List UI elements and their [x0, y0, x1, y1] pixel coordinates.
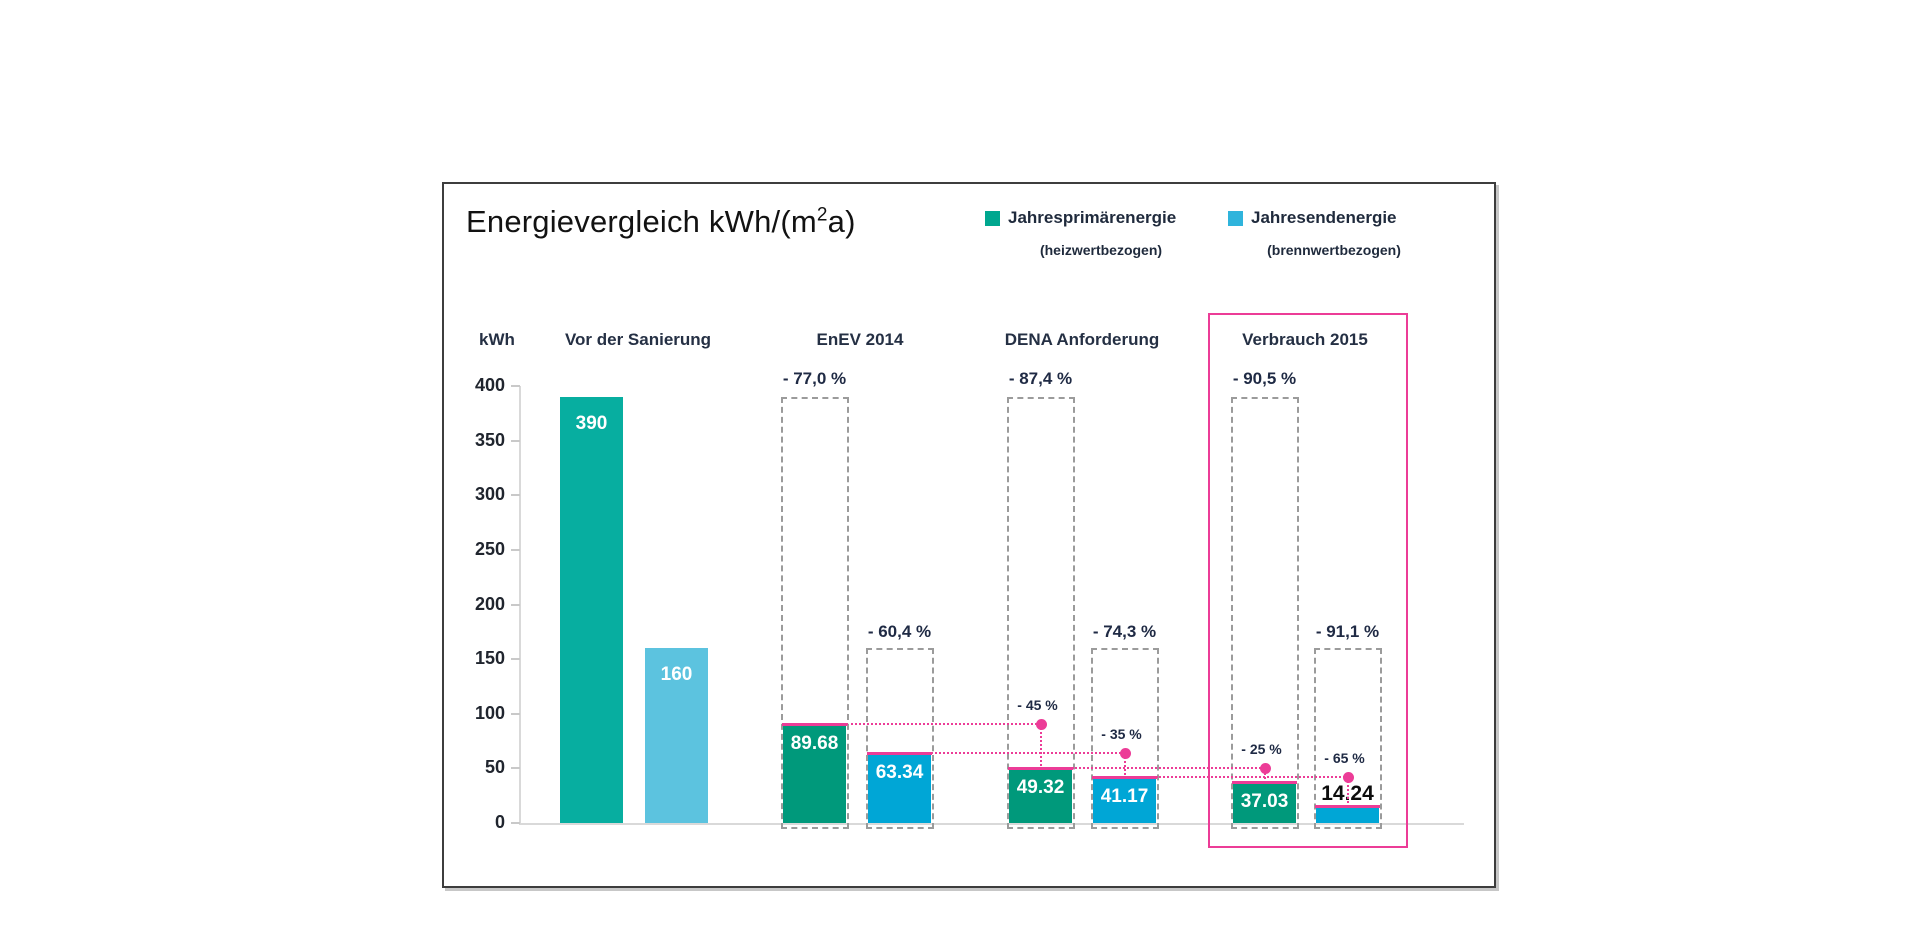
group-header: Verbrauch 2015	[1242, 330, 1368, 349]
connector-line-horizontal	[931, 751, 1125, 754]
bar	[1233, 782, 1296, 823]
reference-box	[781, 396, 849, 829]
highlight-box	[1208, 313, 1408, 848]
connector-line-vertical	[1346, 778, 1349, 808]
chart-title-suffix: a)	[827, 204, 856, 239]
reduction-label: - 91,1 %	[1315, 622, 1380, 642]
connector-line-horizontal	[846, 723, 1041, 726]
bar-value-label: 63.34	[875, 761, 924, 783]
x-axis-line	[519, 823, 1464, 825]
reduction-label: - 77,0 %	[782, 368, 847, 388]
connector-line-vertical	[1123, 753, 1126, 779]
bar	[1093, 778, 1156, 823]
reference-box	[1314, 648, 1382, 829]
reduction-label: - 87,4 %	[1008, 368, 1073, 388]
y-tick-mark	[511, 385, 520, 387]
connector-dot	[1342, 772, 1354, 784]
y-tick-label: 350	[474, 429, 505, 450]
chart-title: Energievergleich kWh/(m2a)	[466, 204, 856, 240]
bar	[560, 396, 623, 823]
reduction-label: - 60,4 %	[867, 622, 932, 642]
y-tick-label: 50	[484, 757, 505, 778]
step-reduction-label: - 45 %	[1017, 697, 1058, 714]
bar-value-label: 390	[575, 412, 608, 434]
connector-dot	[1035, 719, 1047, 731]
reduction-label: - 90,5 %	[1232, 368, 1297, 388]
bar-value-label: 49.32	[1016, 777, 1065, 799]
y-tick-mark	[511, 658, 520, 661]
y-tick-mark	[511, 548, 520, 551]
bar-value-label: 41.17	[1100, 786, 1149, 808]
chart-title-text: Energievergleich kWh/(m	[466, 204, 817, 239]
bar	[868, 753, 931, 823]
connector-line-vertical	[1263, 769, 1266, 783]
reduction-label: - 74,3 %	[1092, 622, 1157, 642]
group-header: EnEV 2014	[816, 330, 904, 349]
bar	[1316, 807, 1379, 823]
bar-top-marker	[782, 723, 847, 727]
connector-line-vertical	[1039, 725, 1042, 770]
y-tick-label: 200	[474, 593, 505, 614]
bar	[645, 648, 708, 823]
legend-swatch-end-icon	[1228, 210, 1243, 226]
chart-title-superscript: 2	[816, 204, 828, 226]
y-tick-label: 0	[494, 812, 505, 832]
legend-swatch-primary-icon	[985, 210, 1000, 226]
axis-unit-label: kWh	[479, 330, 515, 349]
connector-line-horizontal	[1072, 767, 1265, 770]
y-tick-mark	[511, 822, 520, 824]
group-header: Vor der Sanierung	[564, 330, 712, 349]
bar-top-marker	[867, 751, 932, 755]
group-header: DENA Anforderung	[1004, 330, 1160, 349]
y-tick-mark	[511, 712, 520, 715]
y-tick-label: 250	[474, 538, 505, 559]
y-tick-label: 150	[474, 648, 505, 669]
reference-box	[1007, 396, 1075, 829]
legend-item-end-energy: Jahresendenergie (brennwertbezogen)	[1228, 208, 1440, 258]
step-reduction-label: - 25 %	[1241, 741, 1282, 758]
y-tick-mark	[511, 439, 520, 442]
y-tick-mark	[511, 494, 520, 497]
bar	[1009, 769, 1072, 823]
connector-dot	[1119, 747, 1131, 759]
reference-box	[866, 648, 934, 829]
legend-label-primary: Jahresprimärenergie	[1008, 208, 1177, 227]
y-tick-label: 400	[474, 375, 505, 395]
legend-sublabel-primary: (heizwertbezogen)	[1039, 242, 1163, 258]
reference-box	[1091, 648, 1159, 829]
legend-sublabel-end: (brennwertbezogen)	[1267, 242, 1401, 258]
step-reduction-label: - 35 %	[1101, 725, 1142, 742]
y-tick-label: 300	[474, 484, 505, 505]
step-reduction-label: - 65 %	[1324, 750, 1365, 767]
bar-value-label: 37.03	[1240, 790, 1289, 812]
y-tick-label: 100	[474, 702, 505, 723]
connector-dot	[1259, 763, 1271, 775]
y-tick-mark	[511, 603, 520, 606]
reference-box	[1231, 396, 1299, 829]
y-axis-line	[519, 386, 521, 825]
bar-value-label: 89.68	[790, 733, 839, 755]
bar-value-label: 160	[660, 664, 693, 686]
bar	[783, 725, 846, 823]
y-tick-mark	[511, 767, 520, 770]
legend-label-end: Jahresendenergie	[1251, 208, 1397, 227]
legend-item-primary-energy: Jahresprimärenergie (heizwertbezogen)	[985, 208, 1217, 258]
connector-line-horizontal	[1156, 776, 1348, 779]
